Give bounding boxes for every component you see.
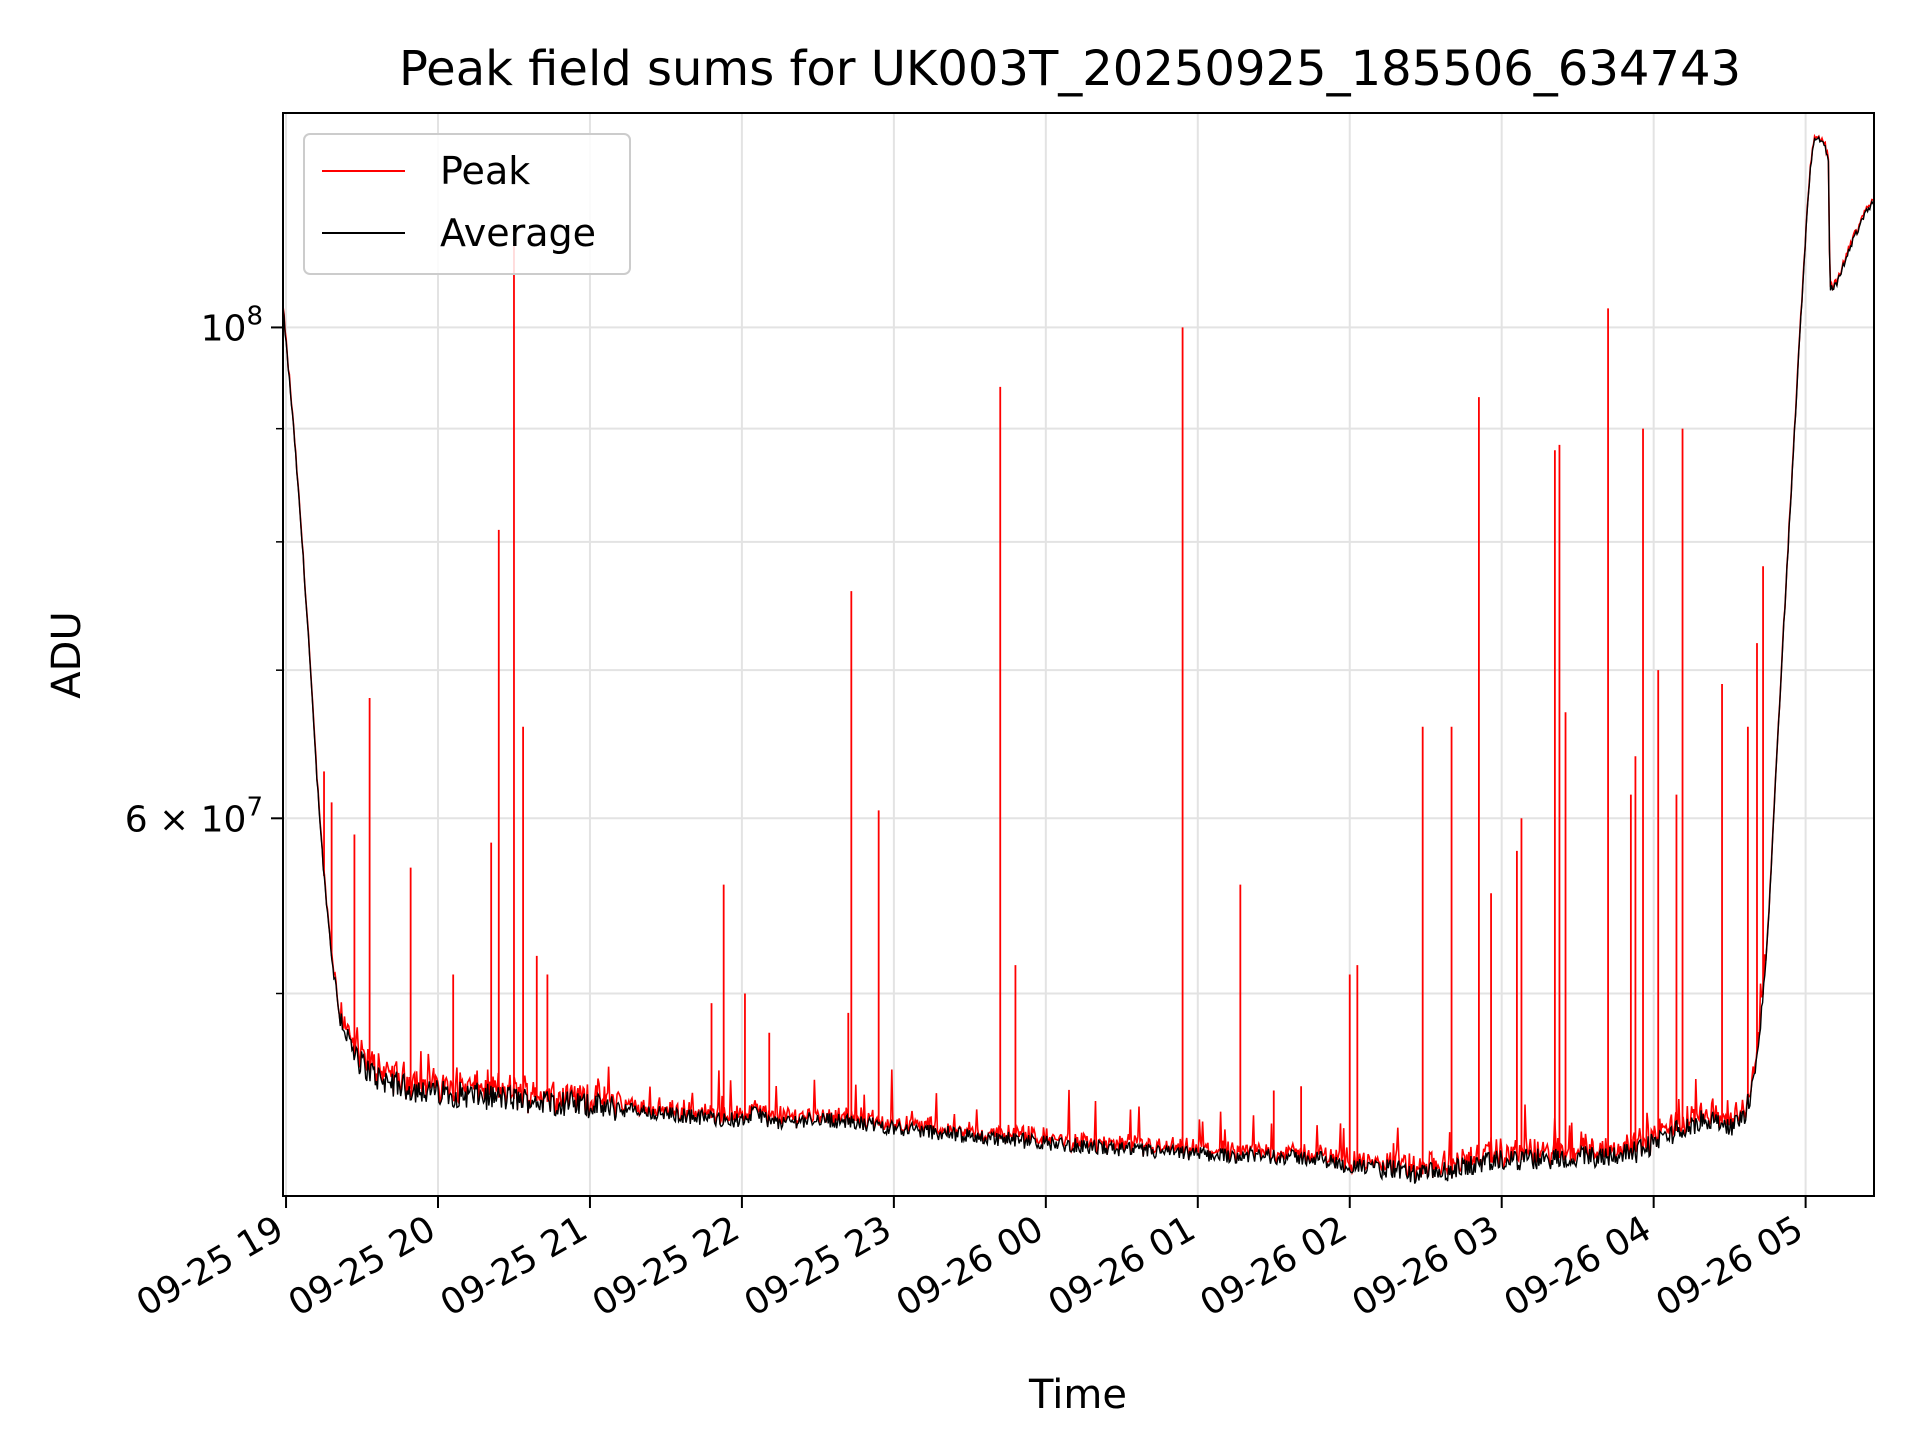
grid <box>283 113 1874 1196</box>
legend-average-label: Average <box>440 211 596 255</box>
y-axis-ticks: 6 × 107 108 <box>125 301 283 995</box>
average-series <box>282 135 1875 1184</box>
chart-title: Peak field sums for UK003T_20250925_1855… <box>399 41 1741 97</box>
legend: Peak Average <box>303 133 631 275</box>
x-axis-label: Time <box>1028 1372 1127 1418</box>
y-axis-label: ADU <box>44 611 90 698</box>
plot-frame <box>282 112 1875 1197</box>
y-tick-label: 108 <box>201 301 263 349</box>
y-tick-label: 6 × 107 <box>125 792 263 840</box>
average-line <box>282 135 1875 1184</box>
legend-box <box>303 133 631 275</box>
legend-peak-label: Peak <box>440 149 530 193</box>
